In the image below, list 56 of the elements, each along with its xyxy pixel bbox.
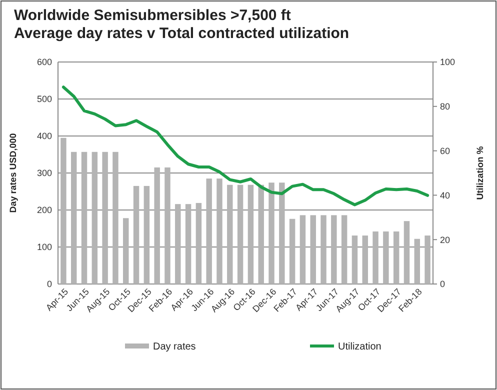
bar (60, 138, 66, 284)
bar (71, 152, 77, 284)
legend-label: Day rates (153, 342, 196, 352)
bar (372, 231, 378, 284)
y-tick-label: 600 (36, 57, 52, 68)
bar (383, 231, 389, 284)
legend-label: Utilization (338, 342, 382, 352)
y-tick-label: 0 (46, 279, 52, 290)
y2-tick-label: 100 (440, 57, 456, 68)
bar (320, 215, 326, 284)
bar (164, 167, 170, 284)
bar (352, 236, 358, 284)
line-series (62, 86, 430, 206)
bar (175, 204, 181, 284)
bar (144, 186, 150, 284)
y2-tick-label: 60 (440, 146, 450, 156)
chart-subtitle: Average day rates v Total contracted utilization (14, 25, 350, 42)
bar (279, 182, 285, 284)
bar (414, 238, 420, 284)
bar (102, 152, 108, 284)
bar (196, 202, 202, 284)
bar (341, 215, 348, 284)
bar (300, 215, 306, 284)
bar (268, 182, 274, 284)
y2-tick-label: 0 (440, 279, 446, 290)
bar (258, 184, 264, 284)
bar (216, 178, 222, 284)
bar (331, 215, 337, 284)
bar (248, 184, 254, 284)
bar (310, 215, 316, 284)
y2-tick-label: 80 (440, 102, 450, 112)
y-axis-title: Day rates USD,000 (8, 133, 18, 213)
y-tick-label: 500 (36, 94, 52, 104)
bar (227, 184, 233, 284)
bar (362, 236, 368, 284)
y2-tick-label: 20 (440, 234, 450, 245)
bar (154, 167, 160, 284)
bar (424, 236, 430, 284)
bar (289, 218, 296, 284)
bar (92, 152, 98, 284)
bar (133, 186, 140, 284)
y-tick-label: 100 (36, 242, 52, 252)
bar (185, 204, 192, 284)
bar (237, 184, 244, 284)
y2-axis-title: Utilization % (475, 146, 485, 200)
bar (123, 218, 129, 284)
bar (393, 231, 400, 284)
bar (404, 221, 410, 284)
bar (112, 152, 118, 284)
y2-tick-label: 40 (440, 190, 450, 200)
y-tick-label: 200 (36, 205, 52, 216)
chart-title: Worldwide Semisubmersibles >7,500 ft (14, 7, 291, 24)
bar (206, 178, 212, 284)
bar (81, 152, 88, 284)
y-tick-label: 300 (36, 168, 52, 178)
y-tick-label: 400 (36, 131, 52, 142)
